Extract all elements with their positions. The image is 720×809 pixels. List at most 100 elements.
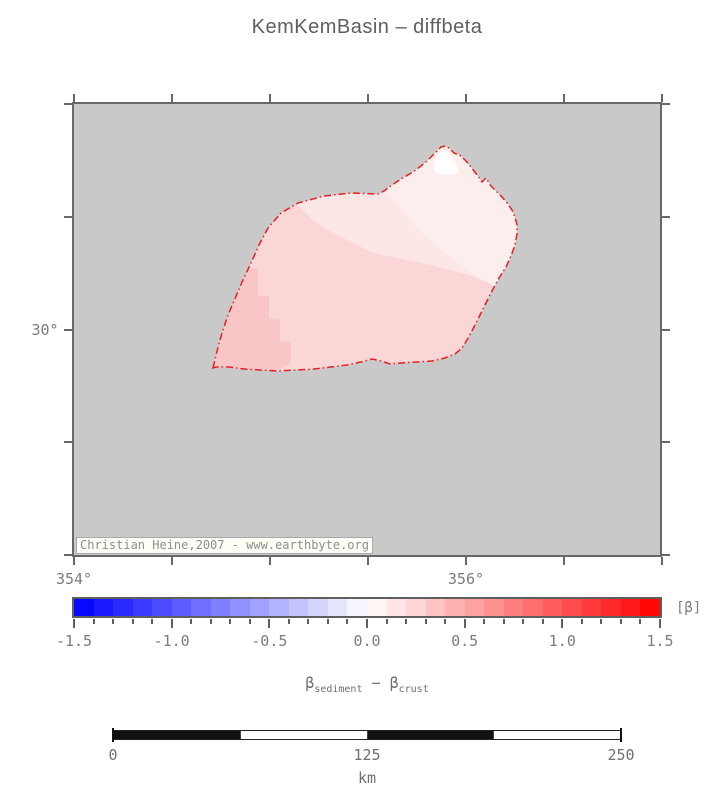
colorbar-tick xyxy=(209,619,212,624)
colorbar-tick-label: 1.0 xyxy=(548,632,576,650)
frame-tick xyxy=(662,328,670,331)
frame-tick xyxy=(64,103,72,105)
colorbar-tick xyxy=(268,619,271,628)
colorbar-tick xyxy=(522,619,525,624)
scalebar-tick-label: 125 xyxy=(353,746,381,764)
minus-sign: − xyxy=(362,674,390,692)
quantity-label: βsediment − βcrust xyxy=(72,674,662,695)
colorbar-tick xyxy=(639,619,642,624)
basin-fill xyxy=(213,146,517,371)
colorbar-segment xyxy=(620,599,641,616)
colorbar-segment xyxy=(581,599,602,616)
frame-tick xyxy=(64,441,72,444)
x-axis-tick-label: 354° xyxy=(55,570,93,588)
colorbar xyxy=(72,597,662,618)
colorbar-tick-label: 1.5 xyxy=(646,632,674,650)
colorbar-tick xyxy=(483,619,486,624)
colorbar-tick-label: 0.5 xyxy=(451,632,479,650)
colorbar-tick-labels: -1.5 -1.0 -0.5 0.0 0.5 1.0 1.5 xyxy=(56,632,674,650)
scalebar-segment xyxy=(240,731,368,739)
colorbar-tick xyxy=(561,619,564,628)
colorbar-segment xyxy=(152,599,172,616)
attribution-label: Christian Heine,2007 - www.earthbyte.org xyxy=(76,537,373,554)
colorbar-tick xyxy=(385,619,388,624)
colorbar-segment xyxy=(386,599,407,616)
colorbar-segment xyxy=(249,599,270,616)
frame-tick xyxy=(73,557,75,565)
frame-tick xyxy=(366,94,369,102)
frame-tick xyxy=(464,94,467,102)
colorbar-segment xyxy=(406,599,426,616)
colorbar-tick xyxy=(287,619,290,624)
colorbar-tick xyxy=(444,619,447,624)
colorbar-segment xyxy=(74,599,94,616)
beta-sediment-term: βsediment xyxy=(305,674,363,695)
colorbar-tick xyxy=(366,619,368,628)
colorbar-tick xyxy=(170,619,173,628)
scalebar-segment xyxy=(367,731,495,739)
frame-tick xyxy=(64,328,72,331)
colorbar-tick xyxy=(151,619,154,624)
colorbar-tick xyxy=(424,619,427,624)
colorbar-tick xyxy=(229,619,232,624)
basin-map xyxy=(211,145,518,372)
colorbar-segment xyxy=(640,599,660,616)
colorbar-segment xyxy=(523,599,543,616)
colorbar-tick-label: -1.5 xyxy=(55,632,93,650)
scalebar-unit-label: km xyxy=(357,769,377,787)
colorbar-tick xyxy=(92,619,95,624)
frame-tick xyxy=(660,557,663,565)
frame-tick xyxy=(660,94,663,102)
colorbar-segment xyxy=(484,599,504,616)
scalebar-segment xyxy=(114,731,241,739)
colorbar-segment xyxy=(464,599,485,616)
figure-title: KemKemBasin – diffbeta xyxy=(251,16,483,38)
frame-tick xyxy=(662,441,670,444)
colorbar-segment xyxy=(113,599,133,616)
colorbar-tick xyxy=(112,619,115,624)
frame-tick xyxy=(464,557,467,565)
colorbar-segment xyxy=(347,599,367,616)
colorbar-tick xyxy=(248,619,251,624)
colorbar-ticks xyxy=(73,619,661,629)
frame-tick xyxy=(662,103,670,105)
scalebar-tick-labels: 0 125 250 xyxy=(108,746,634,764)
x-axis-tick-label: 356° xyxy=(447,570,485,588)
colorbar-segment xyxy=(503,599,524,616)
colorbar-tick xyxy=(346,619,349,624)
distance-scalebar xyxy=(112,728,622,742)
colorbar-segment xyxy=(288,599,309,616)
map-panel: Christian Heine,2007 - www.earthbyte.org xyxy=(72,102,662,557)
colorbar-tick xyxy=(541,619,544,624)
frame-tick xyxy=(662,215,670,218)
scalebar-tick-label: 250 xyxy=(607,746,635,764)
colorbar-segment xyxy=(93,599,114,616)
frame-tick xyxy=(73,94,75,102)
colorbar-segment xyxy=(542,599,563,616)
colorbar-tick xyxy=(659,619,661,628)
colorbar-segment xyxy=(132,599,153,616)
scalebar-segment xyxy=(494,731,620,739)
colorbar-tick xyxy=(405,619,408,624)
colorbar-tick xyxy=(73,619,75,628)
frame-tick xyxy=(562,557,565,565)
colorbar-tick xyxy=(600,619,603,624)
frame-tick xyxy=(662,554,670,556)
frame-tick xyxy=(562,94,565,102)
frame-tick xyxy=(64,554,72,556)
frame-tick xyxy=(366,557,369,565)
colorbar-segment xyxy=(230,599,250,616)
colorbar-segment xyxy=(171,599,192,616)
frame-tick xyxy=(64,215,72,218)
colorbar-segment xyxy=(308,599,328,616)
frame-tick xyxy=(268,94,271,102)
colorbar-segment xyxy=(366,599,387,616)
colorbar-tick xyxy=(463,619,466,628)
colorbar-tick-label: 0.0 xyxy=(353,632,381,650)
frame-tick xyxy=(170,94,173,102)
colorbar-tick xyxy=(307,619,310,624)
frame-tick xyxy=(268,557,271,565)
colorbar-tick xyxy=(131,619,134,624)
colorbar-segment xyxy=(562,599,582,616)
y-axis-tick-label: 30° xyxy=(31,320,59,339)
